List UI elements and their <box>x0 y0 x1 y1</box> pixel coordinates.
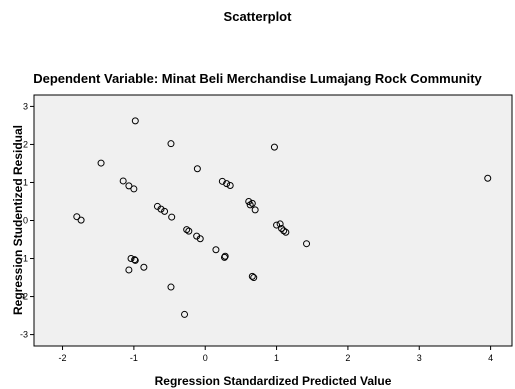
data-point <box>484 174 492 182</box>
y-tick-label: 0 <box>23 216 28 226</box>
data-point <box>251 206 259 214</box>
x-tick-label: 4 <box>488 353 493 363</box>
data-point <box>140 263 148 271</box>
data-point <box>157 205 165 213</box>
data-point <box>221 252 229 260</box>
y-axis-ticks: 3 2 1 0 -1 -2 -3 <box>20 101 34 340</box>
x-axis-ticks: -2 -1 0 1 2 3 4 <box>59 346 493 363</box>
chart-subtitle: Dependent Variable: Minat Beli Merchandi… <box>33 71 482 86</box>
data-point <box>196 235 204 243</box>
data-point <box>119 177 127 185</box>
plot-area <box>33 94 513 347</box>
data-point <box>248 199 256 207</box>
data-point <box>97 159 105 167</box>
data-point <box>226 182 234 190</box>
data-point <box>167 283 175 291</box>
data-point <box>125 266 133 274</box>
data-point <box>131 256 139 264</box>
data-point <box>246 201 254 209</box>
data-point <box>220 253 228 261</box>
data-point <box>282 228 290 236</box>
data-point <box>73 213 81 221</box>
data-point <box>280 227 288 235</box>
x-tick-label: 2 <box>345 353 350 363</box>
data-point <box>77 216 85 224</box>
data-point <box>167 140 175 148</box>
data-point <box>248 272 256 280</box>
data-point <box>303 240 311 248</box>
data-point <box>161 207 169 215</box>
y-tick-label: -2 <box>20 292 28 302</box>
data-point <box>185 227 193 235</box>
x-tick-label: 1 <box>274 353 279 363</box>
x-tick-label: -1 <box>130 353 138 363</box>
y-tick-label: -1 <box>20 254 28 264</box>
data-point <box>245 197 253 205</box>
data-point <box>131 256 139 264</box>
data-point <box>212 246 220 254</box>
y-axis-label: Regression Studentized Residual <box>11 125 25 315</box>
x-tick-label: 3 <box>417 353 422 363</box>
data-point <box>193 165 201 173</box>
y-tick-label: 3 <box>23 101 28 111</box>
y-tick-label: 2 <box>23 139 28 149</box>
x-axis-label: Regression Standardized Predicted Value <box>155 374 392 388</box>
data-point <box>223 180 231 188</box>
x-tick-label: 0 <box>203 353 208 363</box>
data-point <box>131 117 139 125</box>
y-tick-label: 1 <box>23 177 28 187</box>
data-point <box>127 255 135 263</box>
data-point <box>125 182 133 190</box>
data-point <box>183 226 191 234</box>
data-points <box>73 117 492 318</box>
chart-title: Scatterplot <box>223 9 292 24</box>
x-tick-label: -2 <box>59 353 67 363</box>
data-point <box>276 220 284 228</box>
data-point <box>130 185 138 193</box>
data-point <box>270 143 278 151</box>
data-point <box>273 221 281 229</box>
data-point <box>181 310 189 318</box>
y-tick-label: -3 <box>20 330 28 340</box>
data-point <box>278 224 286 232</box>
data-point <box>250 274 258 282</box>
data-point <box>168 213 176 221</box>
